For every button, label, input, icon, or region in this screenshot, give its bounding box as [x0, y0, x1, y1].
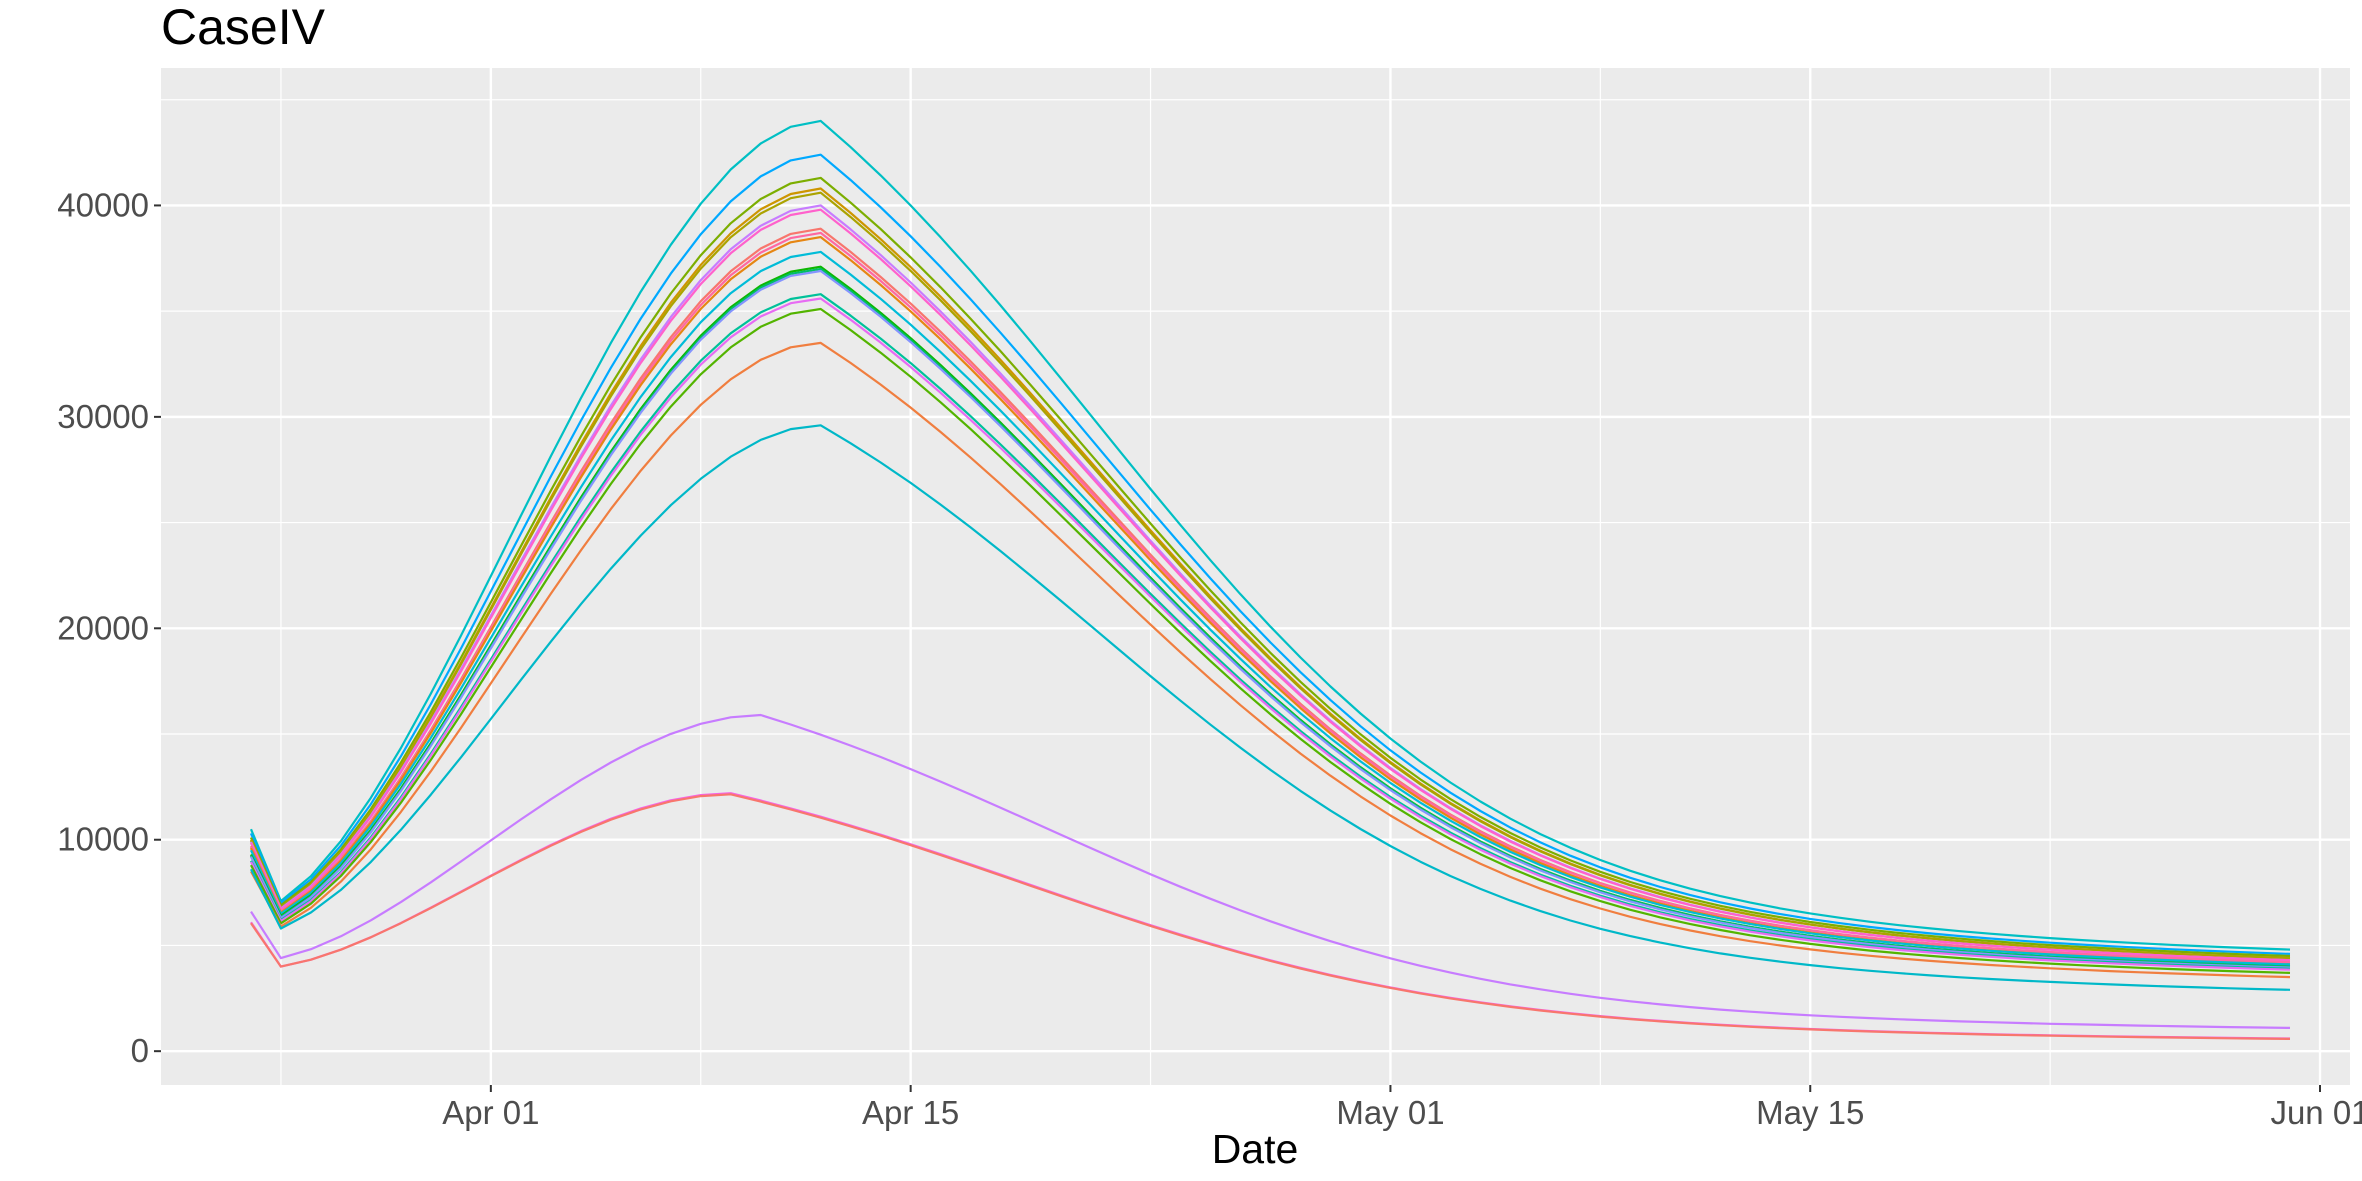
y-tick-label: 0: [131, 1032, 149, 1069]
x-tick-label: Jun 01: [2270, 1094, 2362, 1131]
y-axis-ticks: 0 10000 20000 30000 40000: [57, 186, 161, 1069]
series-line-3: [249, 176, 2291, 958]
series-line-2: [249, 153, 2291, 955]
series-line-5: [249, 191, 2291, 960]
series-layer: [249, 119, 2291, 1040]
series-line-9: [250, 231, 2291, 964]
x-tick-label: Apr 15: [862, 1094, 959, 1131]
series-line-19: [250, 424, 2291, 991]
series-line-16: [250, 297, 2291, 971]
y-tick-label: 40000: [57, 186, 149, 223]
y-tick-label: 20000: [57, 609, 149, 646]
series-line-1: [249, 119, 2291, 951]
series-line-14: [250, 269, 2291, 969]
series-line-17: [250, 307, 2291, 974]
y-tick-label: 10000: [57, 821, 149, 858]
x-tick-label: May 15: [1756, 1094, 1864, 1131]
x-axis-title: Date: [1212, 1126, 1299, 1172]
series-line-20: [250, 713, 2291, 1029]
x-tick-label: Apr 01: [442, 1094, 539, 1131]
chart-title: CaseIV: [161, 0, 326, 55]
series-line-11: [250, 250, 2291, 966]
x-axis-ticks: Apr 01 Apr 15 May 01 May 15 Jun 01: [442, 1085, 2362, 1131]
series-line-18: [250, 341, 2291, 979]
series-line-22: [250, 793, 2291, 1040]
x-tick-label: May 01: [1336, 1094, 1444, 1131]
series-line-7: [249, 208, 2291, 962]
y-tick-label: 30000: [57, 398, 149, 435]
plot-panel: [161, 68, 2350, 1085]
